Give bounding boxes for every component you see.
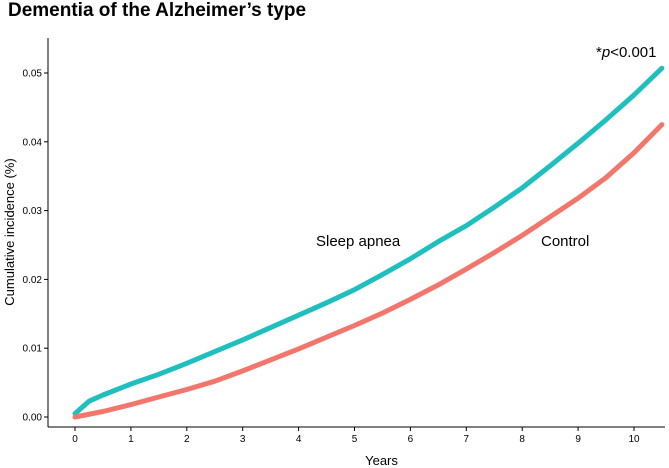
axes: 0.00 0.01 0.02 0.03 0.04 0.05 0 1 2 3 4 5 6 7 8 9 10 Year… [2,38,665,468]
x-tick-label: 1 [128,434,134,445]
x-tick-label: 5 [352,434,358,445]
labels-layer: Sleep apnea Control *p<0.001 [316,44,656,250]
x-tick-label: 3 [240,434,246,445]
x-tick-label: 10 [628,434,640,445]
p-value-annotation: *p<0.001 [596,44,656,61]
x-tick-label: 2 [184,434,190,445]
y-axis-title: Cumulative incidence (%) [2,158,17,305]
x-tick-label: 7 [464,434,470,445]
series-layer [72,65,665,420]
y-tick-label: 0.01 [23,344,43,355]
x-tick-label: 4 [296,434,302,445]
x-tick-label: 9 [575,434,581,445]
y-tick-label: 0.05 [23,69,43,80]
x-tick-label: 6 [408,434,414,445]
chart-title: Dementia of the Alzheimer’s type [8,0,307,21]
series-line-control [72,122,665,420]
x-tick-label: 8 [519,434,525,445]
series-label-sleep-apnea: Sleep apnea [316,233,401,250]
x-axis-title: Years [365,453,398,468]
x-tick-label: 0 [72,434,78,445]
y-tick-label: 0.02 [23,275,43,286]
y-tick-label: 0.04 [23,137,43,148]
series-line-sleep-apnea [72,65,665,417]
y-tick-label: 0.03 [23,206,43,217]
series-label-control: Control [541,233,589,250]
y-tick-label: 0.00 [23,413,43,424]
